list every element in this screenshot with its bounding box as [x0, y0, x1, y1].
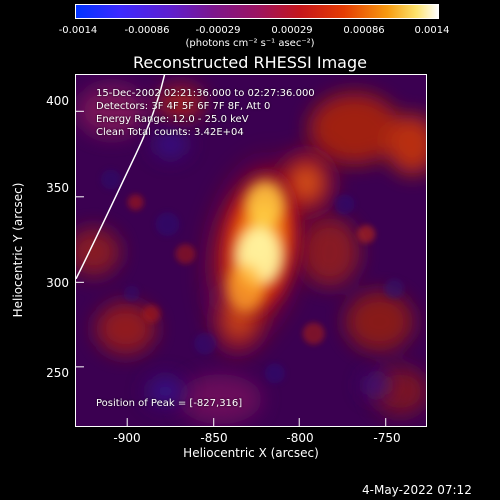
colorbar-tick-label-3: -0.00029 [195, 25, 241, 36]
x-tick-major-minus-850 [213, 418, 215, 426]
colorbar-gradient [76, 5, 438, 18]
x-axis-tick-label-minus-750: -750 [373, 431, 401, 445]
x-axis-title: Heliocentric X (arcsec) [183, 446, 319, 460]
y-tick-major-250 [76, 366, 84, 368]
cool-patch [147, 126, 194, 163]
texture-patch [156, 84, 205, 121]
colorbar-tick-label-1: -0.0014 [58, 25, 98, 36]
x-tick-major-minus-800 [298, 418, 300, 426]
y-tick-major-350 [76, 196, 84, 198]
x-axis-tick-label-minus-800: -800 [286, 431, 314, 445]
x-tick-major-minus-750 [385, 418, 387, 426]
y-axis-tick-label-250: 250 [46, 366, 69, 380]
speckle [100, 169, 121, 190]
overlay-line-4: Clean Total counts: 3.42E+04 [96, 127, 244, 138]
cool-patch [358, 369, 395, 402]
speckle [264, 363, 285, 384]
solar-limb-line [76, 75, 166, 280]
x-axis-tick-label-minus-850: -850 [200, 431, 228, 445]
texture-patch [76, 228, 120, 276]
texture-patch [76, 84, 147, 137]
y-axis-tick-label-300: 300 [46, 276, 69, 290]
flare-core [217, 163, 303, 325]
texture-patch [308, 92, 401, 165]
cool-patch [140, 371, 191, 412]
colorbar-units-label: (photons cm⁻² s⁻¹ asec⁻²) [185, 38, 315, 49]
plot-ticks [76, 110, 387, 426]
texture-patch [178, 374, 262, 425]
overlay-line-2: Detectors: 3F 4F 5F 6F 7F 8F, Att 0 [96, 101, 271, 112]
colorbar-tick-label-2: -0.00086 [124, 25, 170, 36]
plot-title: Reconstructed RHESSI Image [133, 53, 367, 72]
y-axis-tick-label-400: 400 [46, 94, 69, 108]
speckle [357, 225, 376, 244]
speckle [302, 322, 325, 345]
y-tick-major-300 [76, 281, 84, 283]
speckle [142, 304, 161, 323]
texture-patch [387, 114, 426, 175]
y-axis-title: Heliocentric Y (arcsec) [11, 182, 25, 318]
y-tick-major-400 [76, 110, 84, 112]
speckle [123, 285, 140, 302]
texture-patch [95, 302, 156, 355]
speckle [384, 278, 405, 299]
timestamp-footer: 4-May-2022 07:12 [362, 483, 472, 497]
y-axis-tick-label-350: 350 [46, 181, 69, 195]
speckle [175, 244, 196, 264]
speckle [155, 212, 180, 237]
overlay-line-1: 15-Dec-2002 02:21:36.000 to 02:27:36.000 [96, 88, 315, 99]
colorbar [75, 4, 439, 19]
speckle [127, 194, 144, 211]
flare-upper-knot [247, 182, 283, 227]
x-axis-tick-label-minus-900: -900 [113, 431, 141, 445]
speckle-texture [100, 169, 405, 384]
colorbar-tick-label-6: 0.0014 [414, 25, 450, 36]
x-tick-major-minus-900 [126, 418, 128, 426]
solar-image-svg [76, 75, 426, 426]
texture-patch [345, 291, 414, 352]
flare-lower-knot [227, 263, 263, 312]
colorbar-tick-label-5: 0.00086 [343, 25, 385, 36]
overlay-line-3: Energy Range: 12.0 - 25.0 keV [96, 114, 249, 125]
speckle [194, 332, 217, 355]
colorbar-tick-label-4: 0.00029 [271, 25, 313, 36]
speckle [334, 194, 355, 215]
solar-image-panel: 15-Dec-2002 02:21:36.000 to 02:27:36.000… [75, 74, 427, 427]
peak-position-label: Position of Peak = [-827,316] [96, 398, 243, 409]
